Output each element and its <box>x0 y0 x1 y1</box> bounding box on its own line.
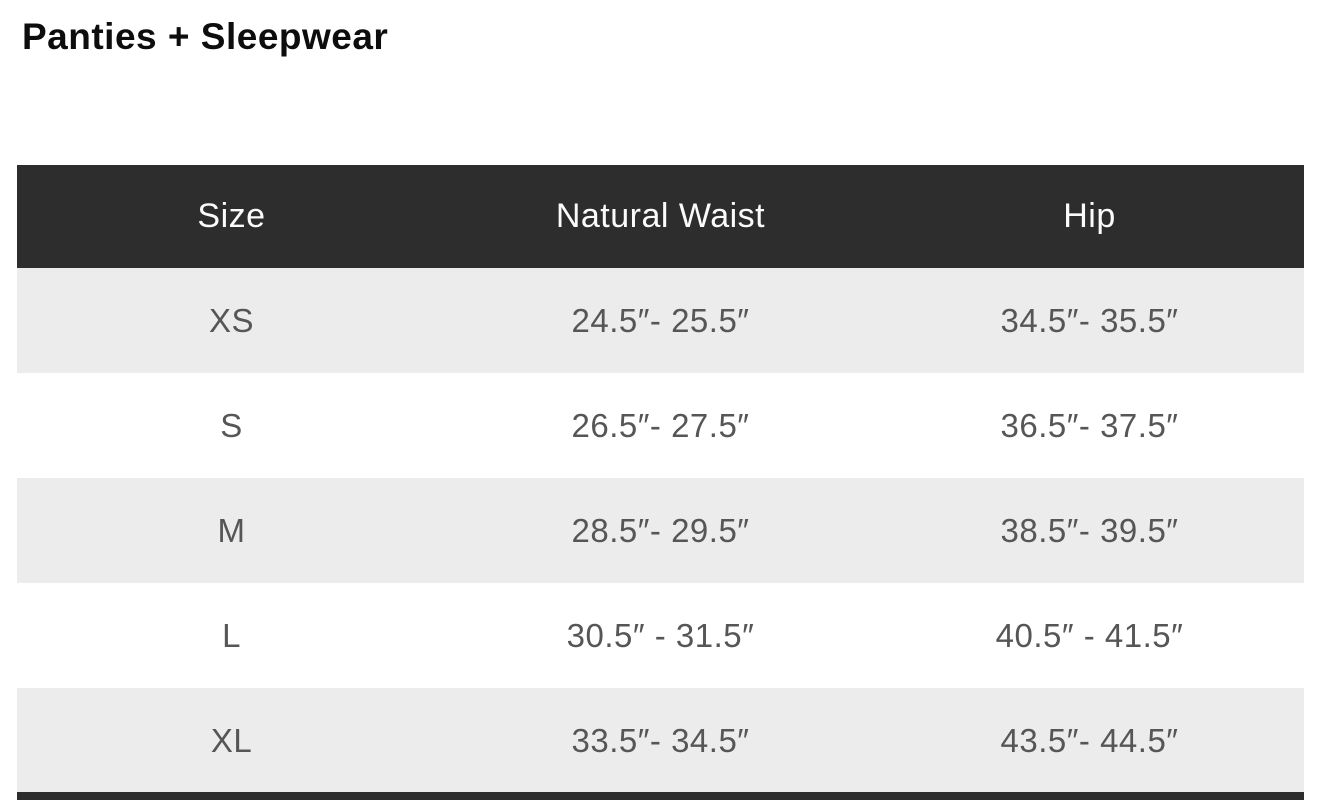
size-chart-body: XS 24.5″- 25.5″ 34.5″- 35.5″ S 26.5″- 27… <box>17 268 1304 793</box>
table-row: L 30.5″ - 31.5″ 40.5″ - 41.5″ <box>17 583 1304 688</box>
size-chart-table: Size Natural Waist Hip XS 24.5″- 25.5″ 3… <box>17 165 1304 793</box>
size-cell: M <box>217 511 246 549</box>
waist-cell: 28.5″- 29.5″ <box>571 511 750 549</box>
waist-cell: 26.5″- 27.5″ <box>571 406 750 444</box>
page-title: Panties + Sleepwear <box>22 16 389 57</box>
size-cell: S <box>220 406 243 444</box>
table-row: S 26.5″- 27.5″ 36.5″- 37.5″ <box>17 373 1304 478</box>
table-row: XS 24.5″- 25.5″ 34.5″- 35.5″ <box>17 268 1304 373</box>
size-cell: L <box>222 616 241 654</box>
hip-cell: 43.5″- 44.5″ <box>1000 721 1179 759</box>
header-row: Size Natural Waist Hip <box>17 165 1304 268</box>
table-row: M 28.5″- 29.5″ 38.5″- 39.5″ <box>17 478 1304 583</box>
next-section-header-edge <box>17 792 1304 800</box>
size-cell: XL <box>210 721 253 759</box>
hip-cell: 34.5″- 35.5″ <box>1000 301 1179 339</box>
column-header-size: Size <box>17 165 446 268</box>
column-header-hip: Hip <box>875 165 1304 268</box>
size-chart-header: Size Natural Waist Hip <box>17 165 1304 268</box>
size-chart: Size Natural Waist Hip XS 24.5″- 25.5″ 3… <box>17 165 1304 793</box>
hip-cell: 40.5″ - 41.5″ <box>995 616 1184 654</box>
waist-cell: 33.5″- 34.5″ <box>571 721 750 759</box>
waist-cell: 24.5″- 25.5″ <box>571 301 750 339</box>
hip-cell: 36.5″- 37.5″ <box>1000 406 1179 444</box>
column-header-waist: Natural Waist <box>446 165 875 268</box>
table-row: XL 33.5″- 34.5″ 43.5″- 44.5″ <box>17 688 1304 793</box>
waist-cell: 30.5″ - 31.5″ <box>566 616 755 654</box>
size-cell: XS <box>208 301 255 339</box>
hip-cell: 38.5″- 39.5″ <box>1000 511 1179 549</box>
